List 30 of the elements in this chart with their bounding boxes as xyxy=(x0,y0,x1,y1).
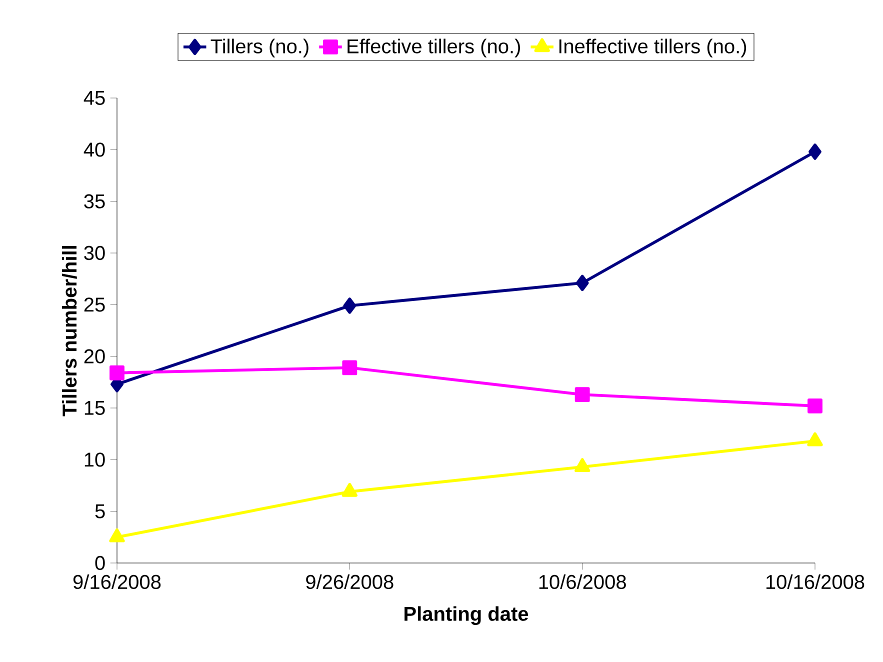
legend-label: Tillers (no.) xyxy=(210,38,308,58)
point xyxy=(110,365,124,380)
point xyxy=(109,528,125,542)
x-axis-title: Planting date xyxy=(404,606,528,625)
x-tick-label: 9/16/2008 xyxy=(73,574,161,590)
y-tick-label: 15 xyxy=(84,401,105,415)
y-tick-label: 30 xyxy=(84,246,105,260)
y-tick-label: 20 xyxy=(84,349,105,364)
point xyxy=(574,387,590,402)
point xyxy=(808,144,822,160)
point xyxy=(342,360,358,376)
legend-label: Ineffective tillers (no.) xyxy=(559,38,746,58)
point xyxy=(576,274,589,292)
y-tick-label: 45 xyxy=(84,91,105,105)
x-tick-label: 10/16/2008 xyxy=(766,574,864,590)
x-tick-label: 10/6/2008 xyxy=(539,574,626,590)
y-tick-label: 10 xyxy=(84,452,105,467)
point xyxy=(574,458,590,472)
y-tick-label: 5 xyxy=(95,504,105,518)
y-tick-label: 25 xyxy=(84,298,105,312)
y-tick-label: 35 xyxy=(84,194,105,208)
point xyxy=(808,398,822,414)
point xyxy=(342,482,358,497)
y-tick-label: 40 xyxy=(84,142,105,157)
legend-label: Effective tillers (no.) xyxy=(348,38,520,58)
x-tick-label: 9/26/2008 xyxy=(306,574,394,590)
point xyxy=(807,432,823,446)
y-axis-title: Tillers number/hill xyxy=(62,246,77,416)
point xyxy=(343,298,356,314)
y-tick-label: 0 xyxy=(95,556,105,570)
